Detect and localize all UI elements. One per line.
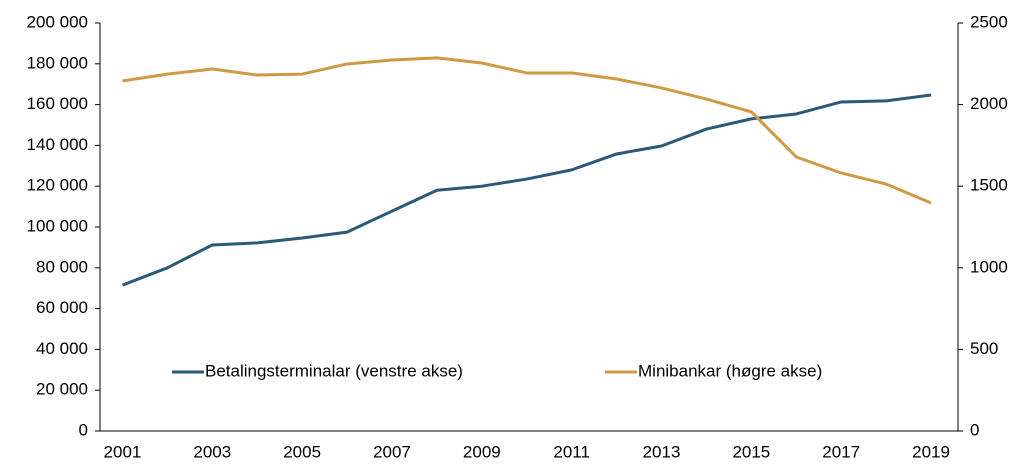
y-tick-label: 60 000 <box>36 298 88 317</box>
y-tick-label: 180 000 <box>27 53 88 72</box>
x-tick-label: 2005 <box>283 442 321 461</box>
x-tick-label: 2003 <box>193 442 231 461</box>
y-tick-label: 100 000 <box>27 216 88 235</box>
y2-tick-label: 500 <box>970 339 998 358</box>
y-tick-label: 0 <box>79 420 88 439</box>
y-tick-label: 200 000 <box>27 12 88 31</box>
x-tick-label: 2009 <box>463 442 501 461</box>
y-tick-label: 20 000 <box>36 380 88 399</box>
x-tick-label: 2011 <box>553 442 590 461</box>
y2-tick-label: 0 <box>970 420 979 439</box>
x-tick-label: 2001 <box>104 442 142 461</box>
y-tick-label: 160 000 <box>27 94 88 113</box>
y-tick-label: 80 000 <box>36 257 88 276</box>
x-tick-label: 2007 <box>373 442 411 461</box>
y-tick-label: 140 000 <box>27 135 88 154</box>
y-tick-label: 120 000 <box>27 176 88 195</box>
legend-label: Minibankar (høgre akse) <box>638 361 822 380</box>
y-tick-label: 40 000 <box>36 339 88 358</box>
y2-tick-label: 2000 <box>970 94 1008 113</box>
series-line <box>122 56 932 205</box>
x-tick-label: 2015 <box>732 442 770 461</box>
series-line <box>121 93 932 287</box>
x-tick-label: 2019 <box>912 442 950 461</box>
x-tick-label: 2013 <box>643 442 681 461</box>
x-tick-label: 2017 <box>822 442 860 461</box>
y2-tick-label: 1000 <box>970 257 1008 276</box>
legend-label: Betalingsterminalar (venstre akse) <box>205 361 463 380</box>
y2-tick-label: 2500 <box>970 12 1008 31</box>
y2-tick-label: 1500 <box>970 176 1008 195</box>
